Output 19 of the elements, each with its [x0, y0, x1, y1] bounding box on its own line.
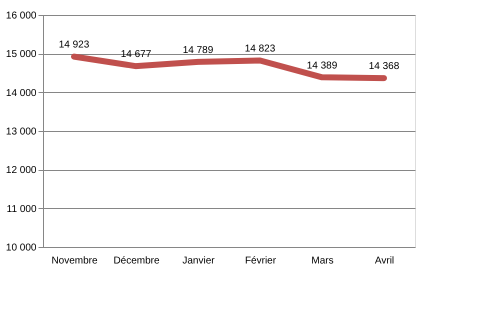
- x-tick-label: Décembre: [113, 256, 160, 266]
- y-tick-label: 10 000: [6, 242, 37, 254]
- data-label: 14 923: [58, 40, 90, 51]
- data-label: 14 823: [244, 44, 276, 55]
- y-tick-label: 15 000: [6, 49, 37, 60]
- x-tick-label: Mars: [311, 256, 334, 266]
- y-tick-label: 13 000: [6, 126, 37, 138]
- data-label: 14 789: [182, 44, 214, 56]
- x-tick-label: Avril: [374, 256, 394, 266]
- x-tick-label: Novembre: [51, 256, 98, 266]
- data-label: 14 368: [368, 61, 400, 72]
- y-tick-label: 14 000: [6, 88, 37, 99]
- y-tick-label: 16 000: [6, 10, 37, 22]
- data-label: 14 677: [120, 49, 152, 60]
- data-label: 14 389: [306, 60, 338, 72]
- y-tick-label: 11 000: [6, 204, 37, 215]
- x-tick-label: Février: [244, 256, 277, 266]
- y-tick-label: 12 000: [6, 165, 37, 176]
- x-tick-label: Janvier: [182, 256, 216, 266]
